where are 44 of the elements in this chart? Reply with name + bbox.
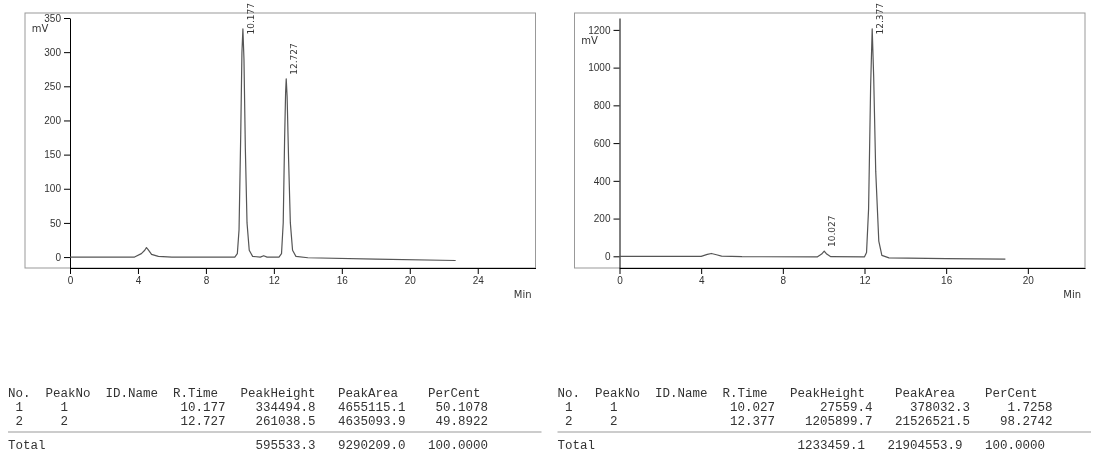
text: Total 595533.3 9290209.0 100.0000 bbox=[8, 439, 489, 453]
x-tick-label: 0 bbox=[67, 275, 74, 287]
y-tick-label: 350 bbox=[44, 12, 62, 24]
x-tick-label: 8 bbox=[780, 275, 787, 287]
y-tick-label: 600 bbox=[593, 137, 611, 149]
x-tick-label: 4 bbox=[698, 275, 705, 287]
y-tick-label: 200 bbox=[593, 213, 611, 225]
y-axis-title: mV bbox=[31, 23, 49, 34]
annotation: 12.727 bbox=[289, 43, 300, 75]
x-tick-label: 16 bbox=[336, 275, 349, 287]
y-tick-label: 50 bbox=[49, 217, 62, 229]
text: 1 1 10.177 334494.8 4655115.1 50.1078 bbox=[8, 401, 489, 415]
annotation: 10.177 bbox=[245, 3, 256, 35]
y-tick-label: 1000 bbox=[588, 62, 611, 74]
x-tick-label: 20 bbox=[404, 275, 417, 287]
x-tick-label: 24 bbox=[472, 275, 485, 287]
x-tick-label: 12 bbox=[268, 275, 281, 287]
annotation: 10.027 bbox=[827, 215, 838, 248]
x-tick-label: 8 bbox=[203, 275, 210, 287]
y-tick-label: 250 bbox=[44, 81, 62, 93]
text: No. PeakNo ID.Name R.Time PeakHeight PeakArea PerCent bbox=[8, 387, 481, 401]
text: 1 1 10.027 27559.4 378032.3 1.7258 bbox=[557, 401, 1053, 415]
x-axis-title: Min bbox=[513, 289, 532, 300]
y-tick-label: 0 bbox=[55, 251, 62, 263]
x-tick-label: 12 bbox=[859, 275, 871, 287]
y-tick-label: 200 bbox=[44, 115, 62, 127]
y-tick-label: 0 bbox=[604, 251, 611, 262]
text: No. PeakNo ID.Name R.Time PeakHeight PeakArea PerCent bbox=[557, 387, 1038, 401]
y-tick-label: 300 bbox=[44, 46, 62, 58]
y-tick-label: 1200 bbox=[588, 24, 611, 36]
text: 2 2 12.727 261038.5 4635093.9 49.8922 bbox=[8, 415, 489, 429]
y-tick-label: 100 bbox=[44, 183, 62, 195]
text: 2 2 12.377 1205899.7 21526521.5 98.2742 bbox=[557, 415, 1053, 429]
text: Total 1233459.1 21904553.9 100.0000 bbox=[557, 439, 1046, 453]
y-tick-label: 400 bbox=[593, 175, 611, 187]
x-tick-label: 0 bbox=[617, 275, 624, 287]
y-tick-label: 800 bbox=[593, 100, 611, 112]
x-axis-title: Min bbox=[1063, 289, 1081, 300]
y-axis-title: mV bbox=[581, 34, 598, 46]
annotation: 12.377 bbox=[875, 3, 886, 35]
x-tick-label: 16 bbox=[941, 275, 953, 287]
x-tick-label: 20 bbox=[1022, 275, 1035, 287]
y-tick-label: 150 bbox=[44, 149, 62, 161]
x-tick-label: 4 bbox=[135, 275, 142, 287]
